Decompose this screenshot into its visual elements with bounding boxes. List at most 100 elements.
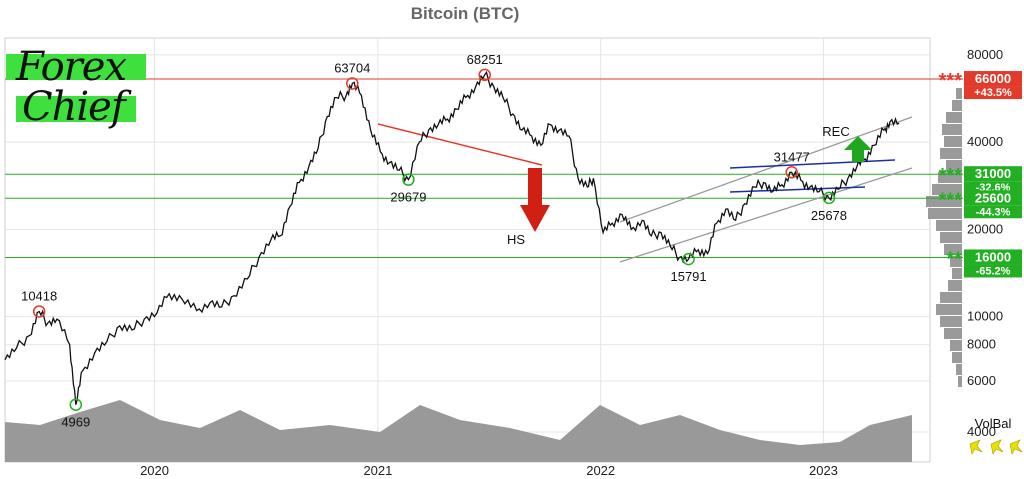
volume-profile-bar — [956, 88, 962, 99]
volbal-arrow-icon — [1009, 439, 1023, 455]
pivot-label: 29679 — [390, 190, 426, 205]
hs-arrow-down — [520, 168, 550, 232]
price-layer — [4, 70, 900, 405]
annotations: 10418 4969 63704 29679 68251 15791 31477 25678 — [21, 52, 847, 430]
volume-profile-bar — [936, 304, 962, 315]
pivot-marker — [682, 252, 695, 266]
pivot-label: 10418 — [21, 288, 57, 303]
pivot-label: 31477 — [774, 149, 810, 164]
volume-profile-bar — [926, 196, 962, 207]
price-line — [4, 70, 900, 405]
hs-label: HS — [507, 232, 525, 247]
pivot-label: 63704 — [334, 61, 370, 76]
rec-upper — [729, 159, 896, 169]
pivot-marker — [32, 305, 46, 318]
level-value: 66000 — [975, 71, 1011, 86]
rec-label: REC — [822, 124, 849, 139]
volume-profile-bar — [938, 172, 962, 183]
y-tick-label: 10000 — [967, 309, 1003, 324]
level-change-box — [964, 205, 1022, 219]
volume-profile-bar — [946, 160, 962, 171]
level-value: 31000 — [975, 166, 1011, 181]
horizontal-lines: *** 66000+43.5%*** 31000-32.6%*** 25600-44.… — [5, 70, 1022, 278]
level-marker: *** — [939, 189, 963, 211]
pivot-marker — [69, 398, 83, 411]
volume-profile-bar — [952, 268, 962, 279]
channel-lower — [619, 167, 913, 263]
volume-profile-bar — [952, 352, 962, 363]
x-tick-label: 2021 — [363, 463, 392, 478]
logo-word-chief: Chief — [22, 84, 126, 130]
x-tick-label: 2020 — [140, 463, 169, 478]
right-axis: 4000 6000 8000 10000 20000 40000 80000 — [967, 47, 1003, 439]
y-tick-label: 6000 — [967, 373, 996, 388]
logo-word-forex: Forex — [16, 44, 127, 90]
volume-profile-bar — [936, 220, 962, 231]
volume-profile-bar — [932, 184, 962, 195]
level-value-box — [964, 190, 1022, 206]
volume-profile-bar — [948, 280, 962, 291]
y-tick-label: 20000 — [967, 221, 1003, 236]
volume-profile-bar — [944, 328, 962, 339]
volbal-arrow-icon — [990, 439, 1004, 455]
grid — [5, 38, 930, 462]
volume-profile-bar — [946, 112, 962, 123]
forexchief-logo: Forex Chief — [6, 44, 146, 134]
pivot-marker — [402, 173, 415, 186]
level-change-box — [964, 264, 1022, 278]
volume-profile-bar — [928, 208, 962, 219]
hs-neckline — [377, 123, 543, 166]
pivot-label: 15791 — [670, 269, 706, 284]
pivot-label: 68251 — [467, 52, 503, 67]
level-marker: ** — [946, 248, 962, 270]
logo-bar-top — [6, 54, 146, 80]
volume-area — [5, 400, 912, 462]
volbal-arrow-icon — [969, 439, 983, 455]
pivot-marker — [346, 77, 359, 90]
channel-upper — [619, 116, 913, 223]
pivot-label: 4969 — [61, 415, 90, 430]
x-axis: 2020 2021 2022 2023 — [140, 463, 838, 478]
volume-profile-bar — [944, 244, 962, 255]
pivot-marker — [785, 166, 798, 179]
volume-profile-bar — [956, 364, 962, 375]
x-tick-label: 2023 — [809, 463, 838, 478]
extras: HS REC VolBal — [507, 124, 1023, 455]
level-change: -44.3% — [976, 206, 1011, 218]
y-tick-label: 80000 — [967, 47, 1003, 62]
pivot-marker — [478, 68, 491, 82]
x-tick-label: 2022 — [586, 463, 615, 478]
level-change: +43.5% — [974, 87, 1012, 99]
volume-profile-bar — [950, 256, 962, 267]
volume-profile-bar — [944, 136, 962, 147]
channel-lines — [377, 116, 913, 263]
level-value-box — [964, 166, 1022, 182]
chart-title: Bitcoin (BTC) — [410, 4, 520, 23]
rec-arrow-up — [844, 136, 872, 162]
level-marker: *** — [939, 70, 963, 92]
volume-profile-bar — [940, 292, 962, 303]
level-value-box — [964, 249, 1022, 265]
y-tick-label: 8000 — [967, 337, 996, 352]
level-change: -65.2% — [976, 265, 1011, 277]
level-marker: *** — [939, 165, 963, 187]
volume-profile-bar — [940, 232, 962, 243]
rec-lower — [729, 186, 866, 193]
y-tick-label: 40000 — [967, 134, 1003, 149]
y-tick-label: 4000 — [967, 424, 996, 439]
level-value: 16000 — [975, 249, 1011, 264]
volume-profile-bar — [952, 100, 962, 111]
level-change-box — [964, 86, 1022, 100]
pivot-marker — [822, 191, 836, 205]
volbal-label: VolBal — [975, 416, 1012, 431]
pivot-label: 25678 — [811, 208, 847, 223]
volume-profile-bar — [942, 124, 962, 135]
volume-layer — [5, 88, 962, 462]
logo-bar-bottom — [16, 96, 136, 122]
volume-profile-bar — [950, 340, 962, 351]
volume-profile-bar — [958, 376, 962, 387]
level-value: 25600 — [975, 190, 1011, 205]
volume-profile-bar — [940, 316, 962, 327]
